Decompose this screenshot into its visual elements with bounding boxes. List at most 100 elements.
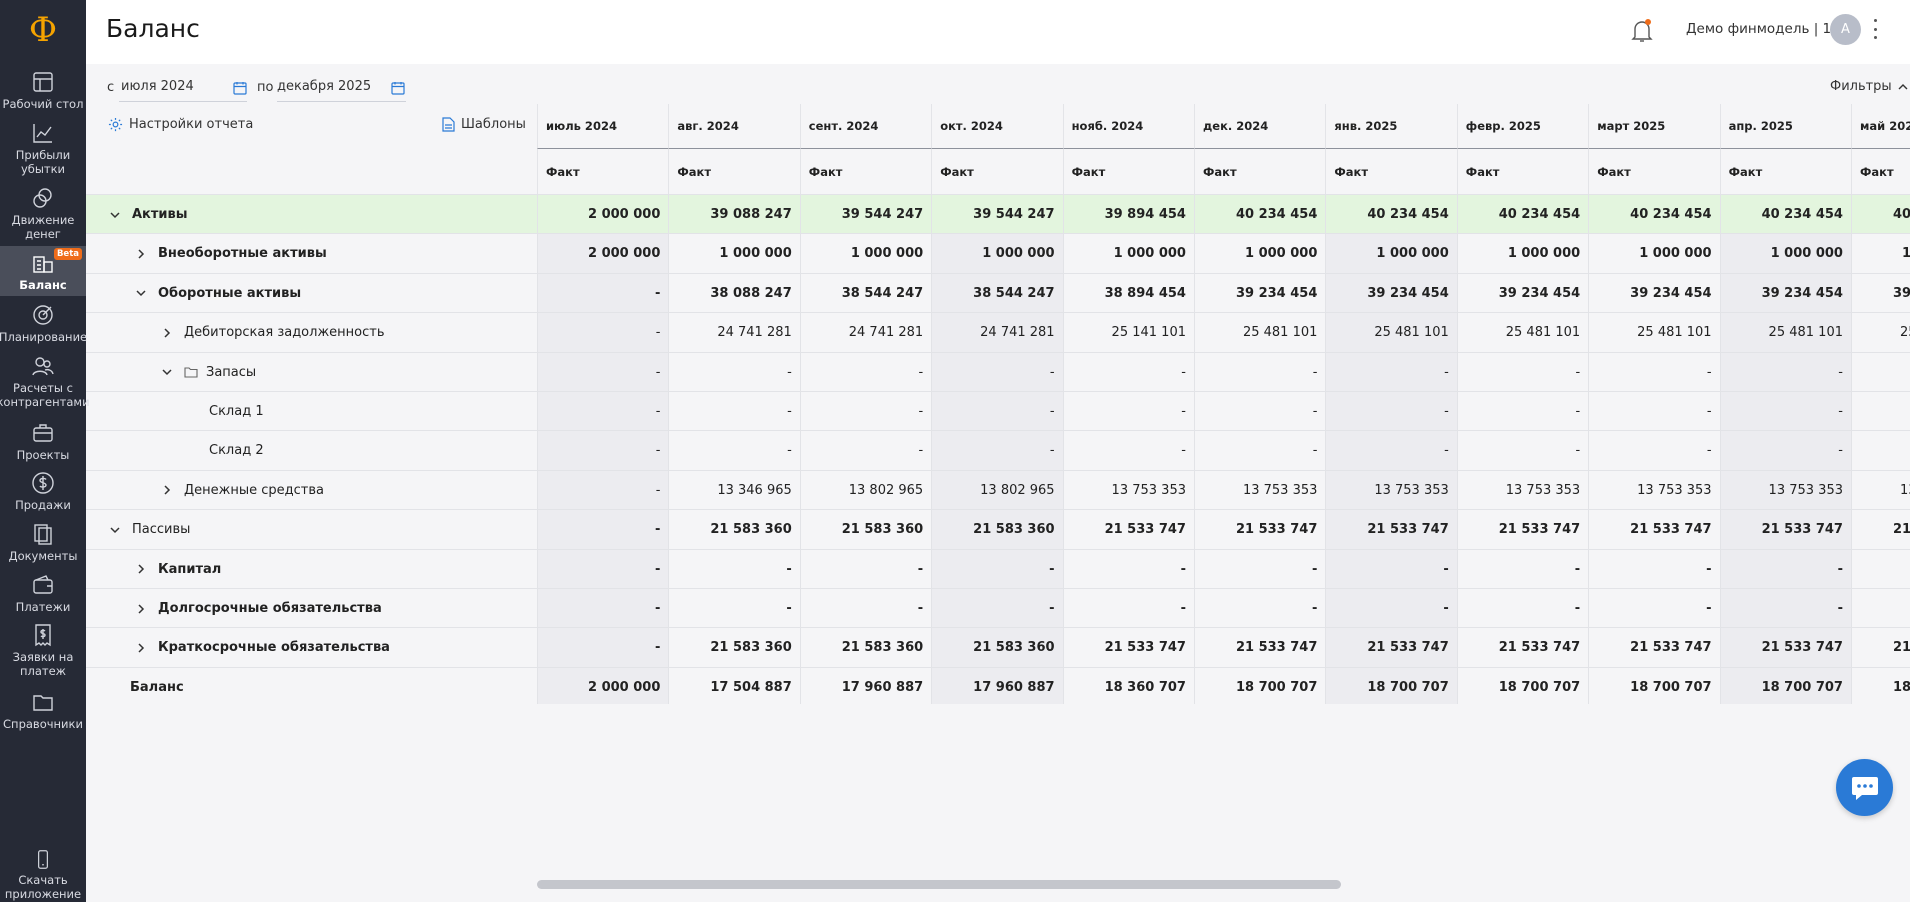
table-cell: - <box>1325 352 1457 392</box>
calendar-icon[interactable] <box>391 81 405 95</box>
avatar[interactable]: А <box>1830 14 1861 45</box>
table-cell: 40 234 454 <box>1851 195 1910 234</box>
table-cell: 18 700 707 <box>1719 667 1851 704</box>
chevron-right-icon[interactable] <box>134 247 148 261</box>
table-row[interactable]: Долгосрочные обязательства----------- <box>86 588 1910 628</box>
table-cell: 13 753 353 <box>1456 470 1588 510</box>
table-cell: - <box>1456 549 1588 589</box>
dollar-icon <box>32 472 54 494</box>
sidebar-item-label: Проекты <box>16 448 70 462</box>
table-cell: 21 583 360 <box>799 628 931 668</box>
calendar-icon[interactable] <box>233 81 247 95</box>
table-row[interactable]: Запасы----------- <box>86 351 1910 392</box>
chevron-right-icon[interactable] <box>134 562 148 576</box>
table-cell: 18 700 707 <box>1588 667 1719 704</box>
sidebar-item-documents[interactable]: Документы <box>0 522 86 564</box>
table-cell: 21 533 747 <box>1719 628 1851 668</box>
row-label-text: Краткосрочные обязательства <box>158 640 390 656</box>
table-cell: - <box>537 628 669 668</box>
chevron-down-icon[interactable] <box>108 208 122 222</box>
table-cell: - <box>537 352 669 392</box>
request-icon <box>35 624 51 647</box>
table-cell: - <box>799 549 931 589</box>
column-header: дек. 2024 <box>1194 104 1326 149</box>
column-header: июль 2024 <box>537 104 669 149</box>
table-cell: - <box>1588 589 1719 628</box>
report-settings-button[interactable]: Настройки отчета <box>108 117 253 132</box>
chevron-down-icon[interactable] <box>134 286 148 300</box>
sidebar-item-label: Баланс <box>19 278 67 292</box>
period-to-field[interactable]: декабря 2025 <box>277 77 406 102</box>
row-label-text: Активы <box>132 207 188 222</box>
column-subheader: Факт <box>931 149 1063 194</box>
sidebar-item-planning[interactable]: Планирование <box>0 303 87 345</box>
sidebar-item-label: Документы <box>8 549 78 563</box>
table-row[interactable]: Активы 2 000 000 39 088 247 39 544 247 39 54… <box>86 194 1910 234</box>
sidebar-item-label: Заявки на платеж <box>12 650 74 678</box>
column-header: апр. 2025 <box>1719 104 1851 149</box>
period-to-label: по <box>257 80 274 95</box>
table-cell: - <box>1719 352 1851 392</box>
table-row[interactable]: Внеоборотные активы 2 000 000 1 000 000 1 0… <box>86 233 1910 274</box>
table-row[interactable]: Краткосрочные обязательства - 21 583 360 21… <box>86 627 1910 668</box>
chevron-right-icon[interactable] <box>160 326 174 340</box>
table-cell: - <box>668 431 799 471</box>
table-row[interactable]: Склад 2----------- <box>86 430 1910 471</box>
notification-dot <box>1645 19 1651 25</box>
sidebar-item-sales[interactable]: Продажи <box>0 471 86 513</box>
column-subheader: Факт <box>1851 149 1910 194</box>
table-cell: 39 234 454 <box>1588 273 1719 313</box>
sidebar-item-label: Справочники <box>3 717 83 731</box>
table-cell: - <box>1588 352 1719 392</box>
sidebar-item-counterparties[interactable]: Расчеты с контрагентами <box>0 354 90 410</box>
period-from-field[interactable]: июля 2024 <box>119 77 247 102</box>
table-row[interactable]: Склад 1----------- <box>86 391 1910 431</box>
table-cell: - <box>1062 549 1194 589</box>
chevron-right-icon[interactable] <box>134 641 148 655</box>
sidebar-item-directories[interactable]: Справочники <box>0 690 86 732</box>
briefcase-icon <box>33 424 53 442</box>
table-row[interactable]: Пассивы -21 583 360 21 583 360 21 583 360 21… <box>86 509 1910 550</box>
chevron-down-icon[interactable] <box>160 365 174 379</box>
account-name[interactable]: Демо финмодель | 1С <box>1686 21 1841 37</box>
table-row[interactable]: Денежные средства -13 346 965 13 802 965 13… <box>86 469 1910 510</box>
table-cell: - <box>799 431 931 471</box>
sidebar-item-projects[interactable]: Проекты <box>0 421 86 463</box>
filters-toggle[interactable]: Фильтры <box>1830 79 1909 94</box>
row-label-text: Денежные средства <box>184 482 324 498</box>
table-cell: - <box>537 549 669 589</box>
chevron-right-icon[interactable] <box>134 602 148 616</box>
table-cell: 25 481 101 <box>1325 313 1457 353</box>
templates-button[interactable]: Шаблоны <box>442 117 526 132</box>
chevron-right-icon[interactable] <box>160 483 174 497</box>
table-cell: - <box>931 549 1063 589</box>
sidebar-item-payment-requests[interactable]: Заявки на платеж <box>0 623 86 679</box>
sidebar-item-desktop[interactable]: Рабочий стол <box>0 70 86 112</box>
row-label: Запасы <box>160 353 256 392</box>
column-subheader: Факт <box>537 149 669 194</box>
table-cell: 21 533 747 <box>1851 510 1910 550</box>
table-cell: 21 533 747 <box>1194 628 1325 668</box>
row-label-text: Оборотные активы <box>158 285 302 301</box>
chevron-down-icon[interactable] <box>108 523 122 537</box>
download-app-button[interactable]: Скачать приложение <box>0 849 86 901</box>
table-cell: - <box>1062 392 1194 431</box>
sidebar-item-payments[interactable]: Платежи <box>0 573 86 615</box>
table-row[interactable]: Капитал----------- <box>86 548 1910 589</box>
table-left-header: Настройки отчета Шаблоны <box>86 104 537 194</box>
app-logo[interactable]: Ф <box>28 10 58 50</box>
more-menu-icon[interactable] <box>1872 19 1878 39</box>
table-cell: 24 741 281 <box>799 313 931 353</box>
table-row[interactable]: Дебиторская задолженность -24 741 281 24 7… <box>86 312 1910 353</box>
sidebar-item-pnl[interactable]: Прибыли убытки <box>0 121 86 177</box>
table-cell: 21 533 747 <box>1194 510 1325 550</box>
filters-label: Фильтры <box>1830 79 1892 94</box>
horizontal-scrollbar[interactable] <box>537 880 1341 889</box>
chat-button[interactable] <box>1836 759 1893 816</box>
table-row[interactable]: Оборотные активы -38 088 247 38 544 247 38 … <box>86 272 1910 313</box>
table-row[interactable]: Баланс 2 000 000 17 504 887 17 960 887 17 96… <box>86 666 1910 704</box>
column-subheader: Факт <box>1062 149 1194 194</box>
sidebar-item-cashflow[interactable]: Движение денег <box>0 186 86 242</box>
sidebar-item-balance[interactable]: Beta Баланс <box>0 246 86 296</box>
period-to-value: декабря 2025 <box>277 79 372 94</box>
